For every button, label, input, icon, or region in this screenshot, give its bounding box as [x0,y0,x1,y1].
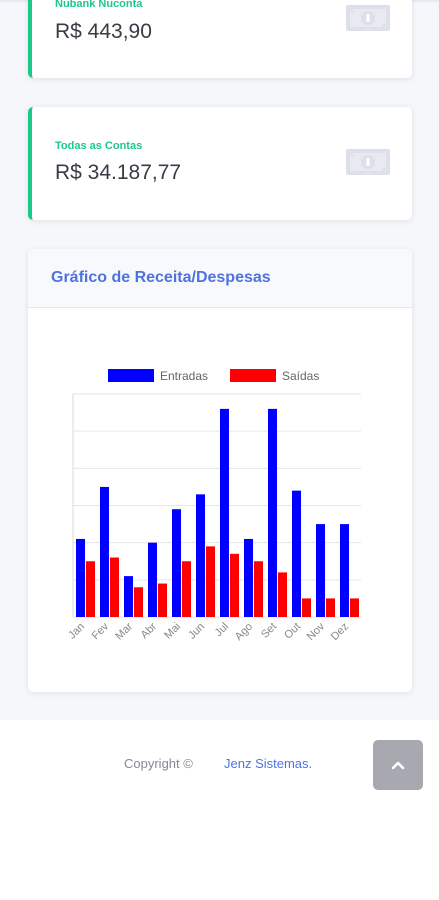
bar-saidas [158,583,167,617]
bar-saidas [278,572,287,617]
legend-label: Saídas [282,369,319,383]
bar-saidas [86,561,95,617]
footer [0,720,439,900]
bar-entradas [100,486,109,617]
account-balance: R$ 34.187,77 [55,161,182,184]
chart-card-title: Gráfico de Receita/Despesas [51,269,271,286]
bar-entradas [124,576,133,617]
scroll-to-top-button[interactable] [373,740,423,790]
chart-card: Gráfico de Receita/Despesas Entradas Saíd… [28,249,412,692]
account-name: Nubank Nuconta [55,0,143,10]
bar-entradas [148,542,157,617]
x-tick-label: Jan [66,621,87,642]
bar-saidas [230,553,239,617]
bar-entradas [244,538,253,617]
x-tick-label: Jun [186,621,207,642]
copyright-text: Copyright © [124,756,193,771]
x-tick-label: Fev [90,620,112,642]
revenue-expense-chart: Entradas Saídas Jan Fev Mar Abr Mai Jun Jul Ago Se… [66,369,361,643]
account-card-total: Todas as Contas R$ 34.187,77 [28,107,412,220]
bar-entradas [340,524,349,617]
company-link[interactable]: Jenz Sistemas. [224,756,313,771]
bar-entradas [172,509,181,617]
bar-saidas [326,598,335,617]
legend-swatch [230,369,276,382]
legend-swatch [108,369,154,382]
account-card-nubank: Nubank Nuconta R$ 443,90 [28,0,412,78]
account-name: Todas as Contas [55,140,143,152]
x-tick-label: Out [282,621,303,642]
bar-entradas [196,494,205,617]
chevron-up-icon [391,761,405,770]
x-tick-label: Jul [213,621,231,639]
x-tick-label: Mar [113,620,135,642]
x-tick-label: Dez [329,621,351,643]
money-bill-icon [346,5,390,31]
x-tick-label: Set [259,621,279,641]
bar-entradas [292,490,301,617]
chart-card-header: Gráfico de Receita/Despesas [28,249,412,308]
x-tick-label: Ago [233,621,255,643]
bar-saidas [350,598,359,617]
bar-saidas [110,557,119,617]
legend-label: Entradas [160,369,208,383]
x-tick-label: Nov [305,620,328,643]
x-tick-label: Abr [139,620,160,641]
bar-saidas [134,587,143,617]
bar-saidas [182,561,191,617]
x-tick-label: Mai [162,621,183,642]
bar-saidas [206,546,215,617]
account-balance: R$ 443,90 [55,20,152,43]
money-bill-icon [346,149,390,175]
bar-entradas [316,524,325,617]
bar-entradas [76,538,85,617]
bar-saidas [302,598,311,617]
bar-entradas [268,408,277,617]
bar-entradas [220,408,229,617]
bar-saidas [254,561,263,617]
